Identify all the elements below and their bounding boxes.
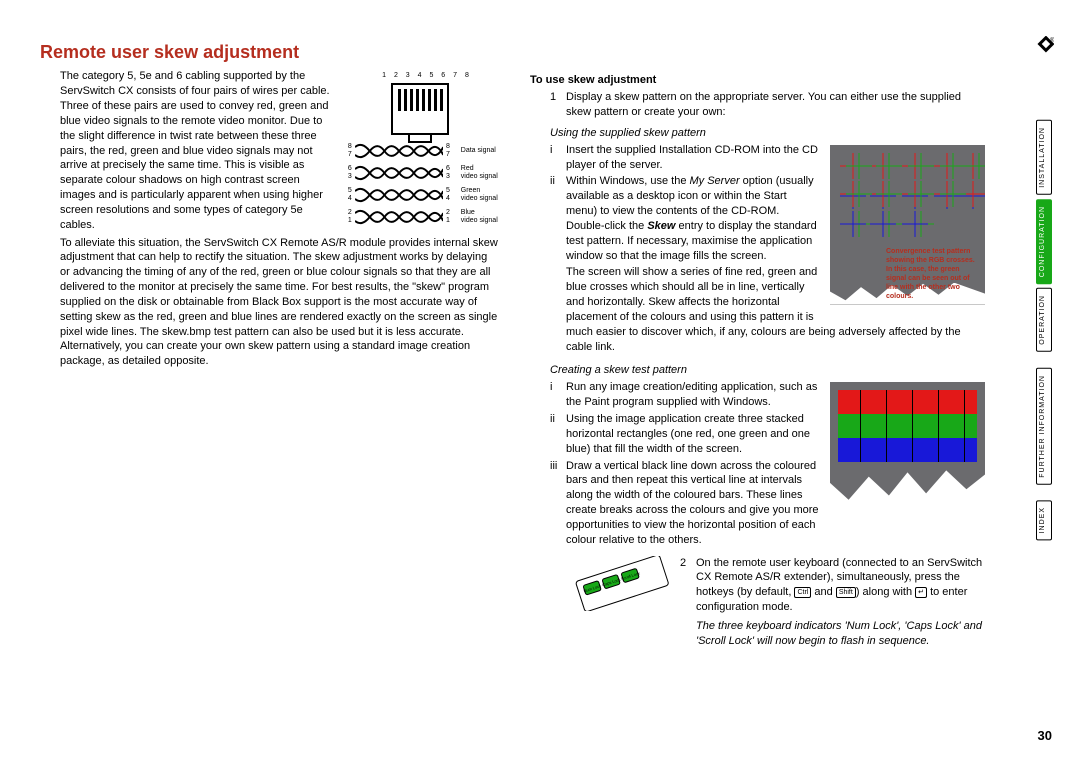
vline <box>912 390 913 462</box>
cross-mark <box>846 153 872 179</box>
step-number: ii <box>550 412 566 457</box>
cross-mark <box>876 153 902 179</box>
cross-mark <box>940 153 966 179</box>
section-sub-heading: Creating a skew test pattern <box>550 363 985 378</box>
section-heading: To use skew adjustment <box>530 73 985 88</box>
right-column: To use skew adjustment 1Display a skew p… <box>530 69 985 650</box>
cross-mark <box>870 211 896 237</box>
vline <box>964 390 965 462</box>
rgb-bars-figure <box>830 382 985 512</box>
cable-pair: 63 63 Redvideo signal <box>340 163 500 183</box>
nav-further-information[interactable]: further information <box>1036 368 1052 485</box>
step-text: Using the image application create three… <box>566 412 820 457</box>
step-number: 1 <box>550 90 566 120</box>
note-text: The three keyboard indicators 'Num Lock'… <box>696 619 985 649</box>
nav-configuration[interactable]: configuration <box>1036 199 1052 284</box>
cross-mark <box>908 181 934 207</box>
step-number: 2 <box>680 556 696 649</box>
side-nav: installation configuration operation furthe… <box>1036 120 1052 541</box>
pin-labels: 1 2 3 4 5 6 7 8 <box>354 71 500 80</box>
page-title: Remote user skew adjustment <box>40 40 1020 64</box>
figure-caption: Convergence test pattern showing the RGB… <box>886 247 981 301</box>
cross-mark <box>966 153 985 179</box>
nav-index[interactable]: index <box>1036 500 1052 540</box>
svg-text:®: ® <box>1050 37 1054 44</box>
step-text: Within Windows, use the My Server option… <box>566 174 820 263</box>
keyboard-figure: Num Lock Caps Lock Scroll Lock <box>560 556 680 611</box>
cable-pair: 54 54 Greenvideo signal <box>340 185 500 205</box>
section-sub-heading: Using the supplied skew pattern <box>550 126 985 141</box>
brand-logo: ® <box>1028 36 1054 67</box>
step-text: Draw a vertical black line down across t… <box>566 459 820 548</box>
left-column: 1 2 3 4 5 6 7 8 87 87 Data signal 63 63 … <box>40 69 500 650</box>
key-enter: ↵ <box>915 587 927 598</box>
cross-mark <box>908 153 934 179</box>
step-number: ii <box>550 174 566 263</box>
page-number: 30 <box>1038 727 1052 745</box>
step-number: iii <box>550 459 566 548</box>
cable-diagram: 1 2 3 4 5 6 7 8 87 87 Data signal 63 63 … <box>340 71 500 228</box>
step-text: On the remote user keyboard (connected t… <box>696 556 985 649</box>
step-text: Run any image creation/editing applicati… <box>566 380 820 410</box>
step-text: Display a skew pattern on the appropriat… <box>566 90 985 120</box>
cross-mark <box>940 181 966 207</box>
vline <box>938 390 939 462</box>
cable-pair: 21 21 Bluevideo signal <box>340 207 500 227</box>
nav-installation[interactable]: installation <box>1036 120 1052 195</box>
cross-mark <box>840 211 866 237</box>
vline <box>886 390 887 462</box>
vline <box>860 390 861 462</box>
cable-pair: 87 87 Data signal <box>340 141 500 161</box>
nav-operation[interactable]: operation <box>1036 288 1052 352</box>
step-text: Insert the supplied Installation CD-ROM … <box>566 143 820 173</box>
convergence-figure: Convergence test pattern showing the RGB… <box>830 145 985 305</box>
key-ctrl: Ctrl <box>794 587 811 598</box>
cross-mark <box>902 211 928 237</box>
cross-mark <box>876 181 902 207</box>
cross-mark <box>846 181 872 207</box>
step-number: i <box>550 380 566 410</box>
key-shift: Shift <box>836 587 856 598</box>
body-text: To alleviate this situation, the ServSwi… <box>60 236 500 370</box>
step-number: i <box>550 143 566 173</box>
